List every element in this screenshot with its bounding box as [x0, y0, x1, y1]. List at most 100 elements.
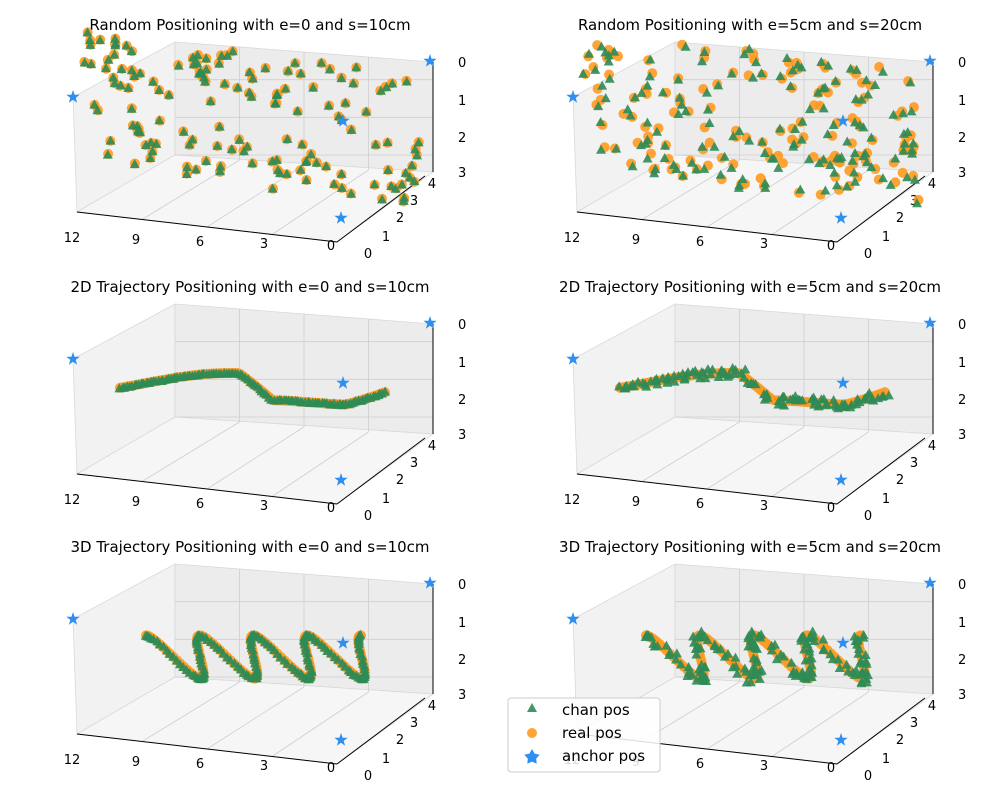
- anchor-pos-point: [923, 316, 937, 329]
- gridline-floor: [141, 681, 240, 742]
- chan-pos-point: [184, 139, 195, 149]
- chan-pos-point: [818, 103, 829, 113]
- chan-pos-point: [829, 167, 840, 177]
- y-tick-label: 2: [896, 473, 904, 488]
- chan-pos-point: [745, 677, 756, 687]
- chan-pos-point: [697, 141, 708, 151]
- chan-pos-point: [818, 644, 829, 654]
- chan-pos-series: [79, 27, 424, 205]
- chan-pos-point: [281, 168, 292, 178]
- x-tick-label: 6: [196, 235, 204, 250]
- chan-pos-point: [151, 138, 162, 148]
- chan-pos-point: [785, 81, 796, 91]
- anchor-pos-point: [336, 114, 350, 127]
- chan-pos-point: [694, 664, 705, 674]
- chan-pos-point: [696, 659, 707, 669]
- chan-pos-point: [674, 92, 685, 102]
- chan-pos-point: [215, 161, 226, 171]
- chan-pos-point: [786, 657, 797, 667]
- x-tick-label: 3: [760, 237, 768, 252]
- chan-pos-point: [861, 677, 872, 687]
- chan-pos-point: [864, 387, 875, 397]
- chan-pos-point: [642, 153, 653, 163]
- chan-pos-point: [296, 139, 307, 149]
- chan-pos-point: [851, 399, 862, 409]
- chan-pos-point: [727, 662, 738, 672]
- chan-pos-point: [845, 402, 856, 412]
- subplot-trajectory3d-clean: 3D Trajectory Positioning with e=0 and s…: [64, 538, 467, 784]
- chan-pos-point: [802, 638, 813, 648]
- chan-pos-point: [842, 136, 853, 146]
- chan-pos-point: [868, 395, 879, 405]
- chan-pos-point: [702, 104, 713, 114]
- chan-pos-point: [683, 662, 694, 672]
- chan-pos-point: [308, 82, 319, 92]
- chan-pos-point: [841, 659, 852, 669]
- chan-pos-point: [673, 371, 684, 381]
- x-axis-line: [76, 211, 338, 243]
- chan-pos-point: [750, 379, 761, 389]
- chan-pos-point: [646, 632, 657, 642]
- x-tick-label: 9: [132, 233, 140, 248]
- chan-pos-point: [736, 368, 747, 378]
- chan-pos-point: [713, 80, 724, 90]
- y-tick-label: 1: [382, 230, 390, 245]
- gridline-floor: [706, 686, 805, 750]
- chan-pos-point: [671, 648, 682, 658]
- chan-pos-point: [234, 134, 245, 144]
- chan-pos-point: [754, 673, 765, 683]
- z-tick-label: 0: [958, 318, 966, 333]
- chan-pos-point: [100, 63, 111, 73]
- chan-pos-point: [244, 67, 255, 77]
- chan-pos-point: [713, 372, 724, 382]
- chan-pos-point: [861, 75, 872, 85]
- chan-pos-point: [778, 651, 789, 661]
- anchor-pos-point: [836, 376, 850, 389]
- subplot-trajectory2d-clean: 2D Trajectory Positioning with e=0 and s…: [64, 278, 467, 524]
- anchor-pos-point: [834, 733, 848, 746]
- chan-pos-point: [382, 137, 393, 147]
- chan-pos-point: [726, 162, 737, 172]
- chan-pos-point: [709, 141, 720, 151]
- panel-title: 2D Trajectory Positioning with e=0 and s…: [70, 278, 429, 296]
- z-tick-label: 1: [458, 616, 466, 631]
- subplot-random-clean: Random Positioning with e=0 and s=10cm12…: [64, 16, 467, 262]
- x-axis-line: [76, 733, 338, 765]
- chan-pos-point: [108, 72, 119, 82]
- gridline-floor: [771, 169, 869, 235]
- x-tick-label: 6: [696, 757, 704, 772]
- z-tick-label: 0: [458, 318, 466, 333]
- chan-pos-point: [328, 178, 339, 188]
- x-tick-label: 12: [564, 493, 581, 508]
- real-pos-point: [755, 173, 766, 184]
- y-axis-line: [836, 175, 926, 243]
- x-tick-label: 0: [327, 239, 335, 254]
- chan-pos-series: [640, 626, 873, 688]
- chan-pos-point: [847, 667, 858, 677]
- chan-pos-point: [760, 182, 771, 192]
- chan-pos-point: [722, 371, 733, 381]
- chan-pos-point: [282, 658, 293, 668]
- z-tick-label: 3: [458, 688, 466, 703]
- chan-pos-point: [863, 89, 874, 99]
- chan-pos-point: [734, 126, 745, 136]
- chan-pos-point: [769, 639, 780, 649]
- chan-pos-point: [188, 59, 199, 69]
- x-tick-label: 3: [760, 499, 768, 514]
- z-tick-label: 1: [458, 356, 466, 371]
- x-axis-line: [576, 211, 838, 243]
- chan-pos-point: [883, 390, 894, 400]
- y-tick-label: 4: [928, 439, 936, 454]
- chan-pos-point: [830, 75, 841, 85]
- z-tick-label: 2: [958, 393, 966, 408]
- chan-pos-point: [649, 168, 660, 178]
- chan-pos-point: [898, 145, 909, 155]
- chan-pos-point: [629, 92, 640, 102]
- y-tick-label: 3: [410, 456, 418, 471]
- chan-pos-point: [809, 635, 820, 645]
- anchor-pos-point: [836, 114, 850, 127]
- gridline-floor: [706, 164, 805, 228]
- chan-pos-point: [123, 82, 134, 92]
- chan-pos-point: [132, 126, 143, 136]
- z-tick-label: 1: [458, 94, 466, 109]
